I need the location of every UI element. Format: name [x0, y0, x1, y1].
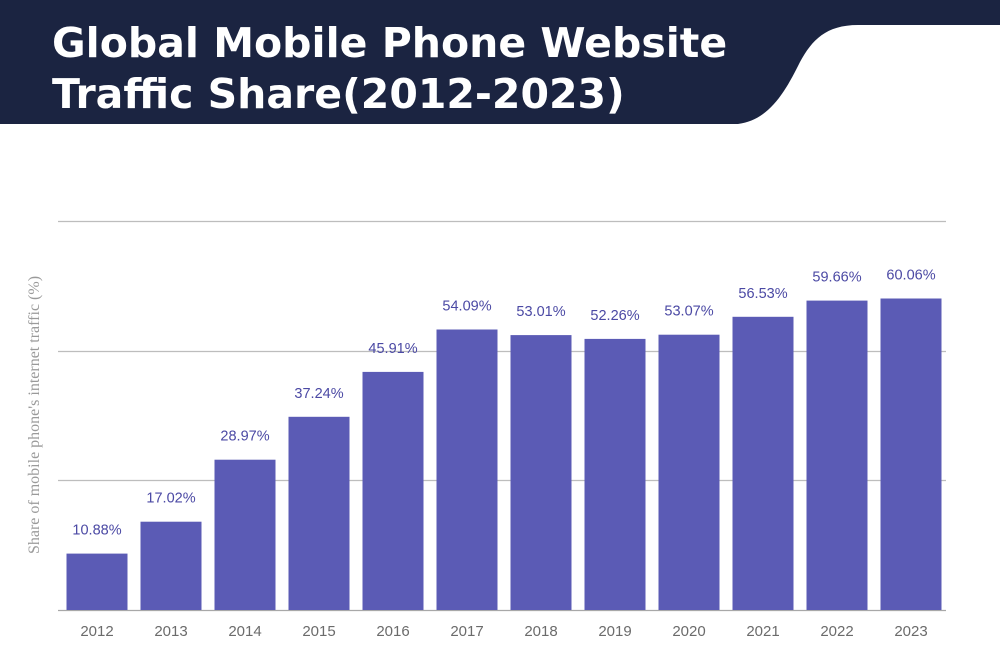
data-label-2021: 56.53% — [738, 286, 787, 302]
bar-2018 — [510, 335, 572, 610]
chart-title-line-1: Global Mobile Phone Website — [52, 19, 728, 67]
x-tick-2020: 2020 — [672, 623, 705, 640]
banner-shape — [0, 0, 1000, 124]
data-label-2020: 53.07% — [664, 304, 713, 320]
x-tick-2021: 2021 — [746, 623, 779, 640]
x-tick-2013: 2013 — [154, 623, 187, 640]
data-label-2023: 60.06% — [886, 268, 935, 284]
x-tick-2017: 2017 — [450, 623, 483, 640]
data-label-2016: 45.91% — [368, 341, 417, 357]
bar-2016 — [362, 371, 424, 610]
bar-2015 — [288, 416, 350, 610]
bar-2017 — [436, 329, 498, 610]
data-label-2019: 52.26% — [590, 308, 639, 324]
x-tick-2022: 2022 — [820, 623, 853, 640]
bar-2020 — [658, 334, 720, 610]
gridlines — [58, 220, 946, 612]
data-label-2014: 28.97% — [220, 429, 269, 445]
data-labels: 10.88% 17.02% 28.97% 37.24% 45.91% 54.09% 53.0… — [72, 268, 935, 539]
x-axis-ticks: 2012 2013 2014 2015 2016 2017 2018 2019 2020 2021… — [80, 623, 927, 640]
x-tick-2014: 2014 — [228, 623, 261, 640]
chart-title-line-2: Traffic Share(2012-2023) — [52, 70, 625, 118]
bar-2014 — [214, 459, 276, 610]
data-label-2013: 17.02% — [146, 491, 195, 507]
data-label-2018: 53.01% — [516, 304, 565, 320]
bar-2019 — [584, 338, 646, 610]
x-tick-2015: 2015 — [302, 623, 335, 640]
x-tick-2018: 2018 — [524, 623, 557, 640]
data-label-2012: 10.88% — [72, 523, 121, 539]
data-label-2022: 59.66% — [812, 270, 861, 286]
data-label-2015: 37.24% — [294, 386, 343, 402]
bar-2013 — [140, 521, 202, 610]
bar-2023 — [880, 298, 942, 610]
x-tick-2019: 2019 — [598, 623, 631, 640]
x-tick-2012: 2012 — [80, 623, 113, 640]
bar-2012 — [66, 553, 128, 610]
bar-2021 — [732, 316, 794, 610]
x-tick-2016: 2016 — [376, 623, 409, 640]
bar-2022 — [806, 300, 868, 610]
x-tick-2023: 2023 — [894, 623, 927, 640]
chart-title: Global Mobile Phone Website Traffic Shar… — [52, 18, 727, 120]
title-banner — [0, 0, 1000, 124]
y-axis-title: Share of mobile phone's internet traffic… — [26, 276, 43, 554]
data-label-2017: 54.09% — [442, 299, 491, 315]
bars — [66, 298, 942, 610]
